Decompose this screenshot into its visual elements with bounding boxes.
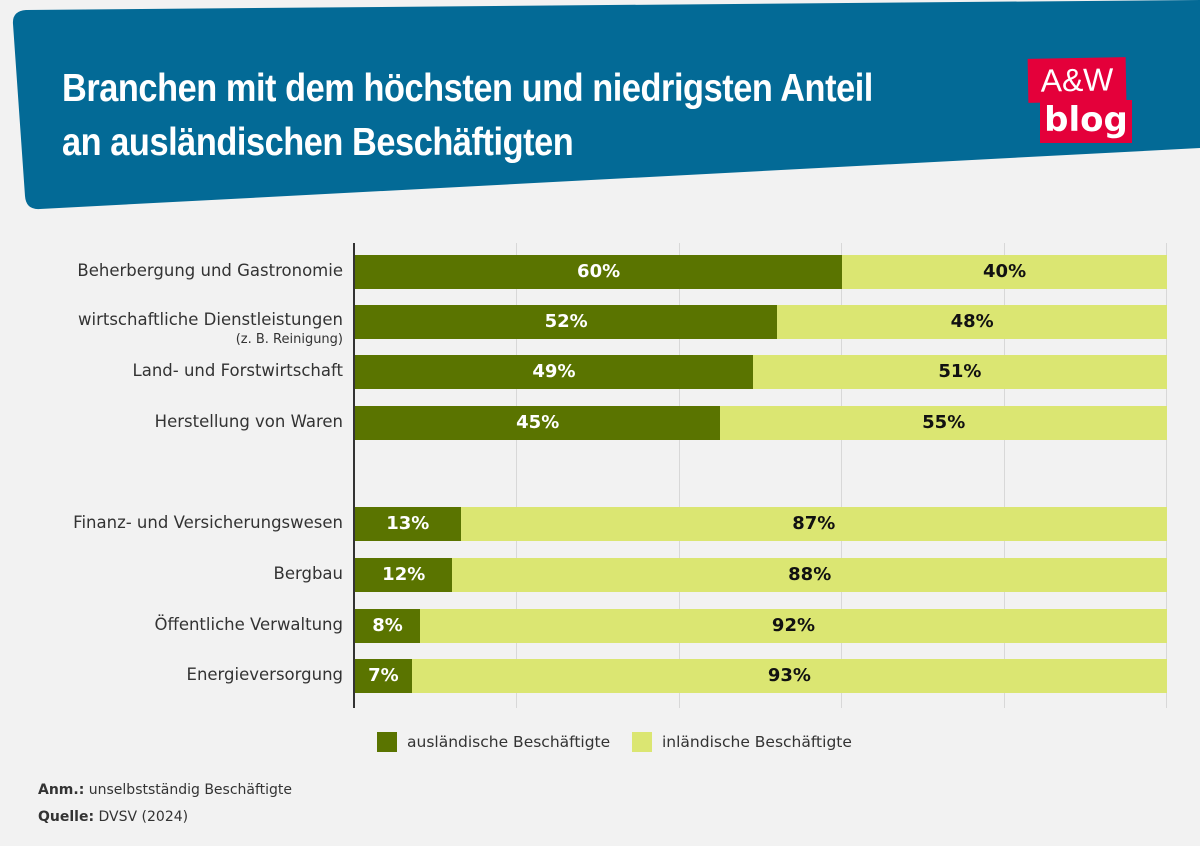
footnote-text: unselbstständig Beschäftigte [84,782,293,798]
category-label: wirtschaftliche Dienstleistungen [78,310,343,329]
value-label-foreign: 12% [382,564,426,585]
legend-item-domestic: inländische Beschäftigte [632,732,852,752]
legend-swatch-foreign [377,732,397,752]
category-note: (z. B. Reinigung) [235,332,343,347]
value-label-domestic: 87% [792,513,836,534]
gridline [516,243,518,708]
gridline [1003,243,1005,708]
category-label: Energieversorgung [186,665,343,684]
legend-item-foreign: ausländische Beschäftigte [377,732,610,752]
y-axis [353,243,355,708]
value-label-domestic: 55% [922,412,966,433]
bar-domestic [460,507,1167,541]
category-label: Finanz- und Versicherungswesen [73,513,343,532]
bar-domestic [842,255,1167,289]
bar-domestic [411,659,1167,693]
bar-domestic [777,305,1167,339]
source-text: DVSV (2024) [94,809,189,825]
category-label: Herstellung von Waren [154,412,343,431]
source-label: Quelle: [38,809,95,825]
bar-domestic [752,355,1167,389]
footnote: Anm.: unselbstständig Beschäftigte [38,782,292,798]
gridline [1166,243,1167,708]
value-label-domestic: 40% [983,261,1027,282]
value-label-foreign: 45% [516,412,560,433]
logo-blog: blog [1040,100,1132,143]
chart-title: Branchen mit dem höchsten und niedrigste… [62,67,873,164]
legend-label-domestic: inländische Beschäftigte [662,733,852,751]
category-label: Öffentliche Verwaltung [154,615,343,634]
bar-domestic [419,609,1167,643]
value-label-domestic: 93% [767,665,811,686]
category-label: Beherbergung und Gastronomie [77,261,343,280]
value-label-foreign: 60% [577,261,621,282]
bar-foreign [355,406,721,440]
value-label-foreign: 52% [544,311,588,332]
header-banner [12,0,1200,210]
bar-foreign [355,355,753,389]
bar-foreign [355,558,453,592]
value-label-domestic: 88% [788,564,832,585]
bar-foreign [355,609,420,643]
bar-domestic [452,558,1167,592]
legend-label-foreign: ausländische Beschäftigte [407,733,611,751]
category-label: Bergbau [273,564,343,583]
value-label-domestic: 51% [938,361,982,382]
bar-domestic [720,406,1167,440]
value-label-foreign: 13% [386,513,430,534]
gridline [841,243,843,708]
source: Quelle: DVSV (2024) [38,809,188,825]
value-label-foreign: 7% [368,665,399,686]
value-label-foreign: 8% [372,615,403,636]
value-label-domestic: 48% [950,311,994,332]
bar-foreign [355,305,778,339]
logo-aw: A&W [1027,57,1127,103]
bar-foreign [355,659,412,693]
legend-swatch-domestic [632,732,652,752]
bar-foreign [355,255,843,289]
value-label-domestic: 92% [771,615,816,636]
bar-foreign [355,507,461,541]
value-label-foreign: 49% [532,361,576,382]
category-label: Land- und Forstwirtschaft [132,361,343,380]
footnote-label: Anm.: [38,782,85,798]
gridline [678,243,680,708]
